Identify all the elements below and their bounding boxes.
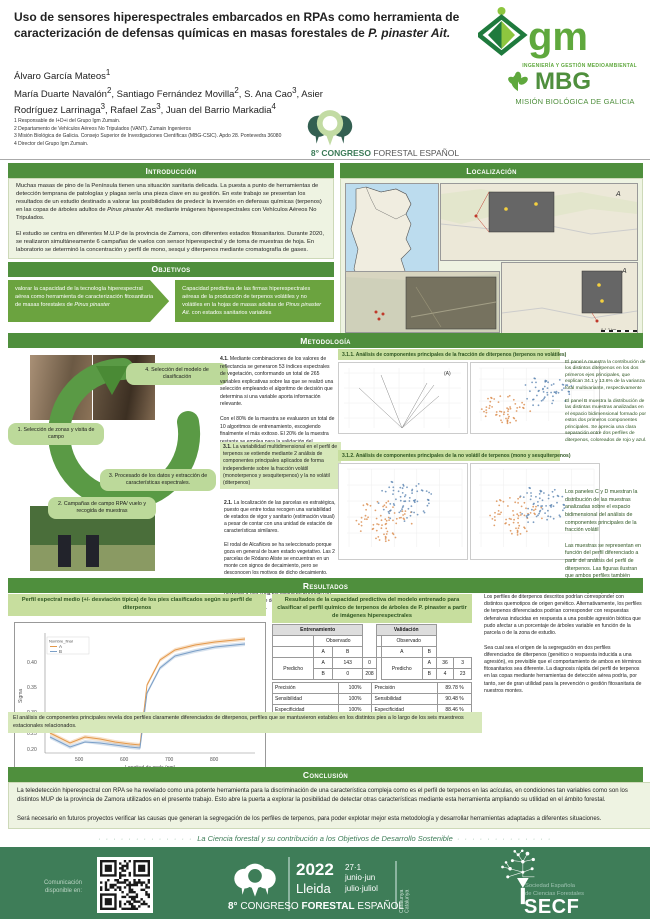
svg-text:gm: gm [528, 15, 588, 59]
svg-text:500: 500 [75, 757, 84, 763]
svg-text:(A): (A) [444, 371, 451, 377]
svg-text:600: 600 [120, 757, 129, 763]
svg-text:700: 700 [165, 757, 174, 763]
svg-text:0.40: 0.40 [27, 660, 37, 666]
svg-text:Nombre_final: Nombre_final [49, 639, 73, 644]
svg-text:B: B [59, 649, 62, 654]
svg-text:A: A [615, 191, 621, 198]
svg-text:800: 800 [210, 757, 219, 763]
svg-text:Sigma: Sigma [18, 689, 24, 703]
svg-text:0.20: 0.20 [27, 747, 37, 753]
svg-text:0.35: 0.35 [27, 685, 37, 691]
